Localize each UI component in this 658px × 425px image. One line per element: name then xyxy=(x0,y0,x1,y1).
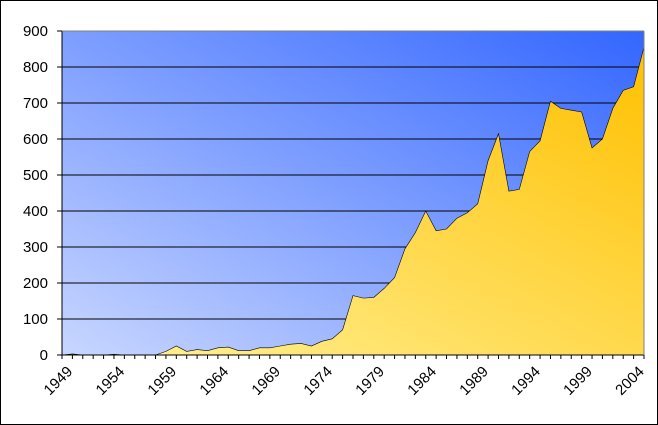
y-tick-label: 400 xyxy=(23,203,48,220)
y-axis-tick-labels: 0 100 200 300 400 500 600 700 800 900 xyxy=(23,23,62,364)
series-area xyxy=(61,47,645,356)
data-point-2003 xyxy=(622,89,624,91)
y-tick-label: 0 xyxy=(40,347,48,364)
x-tick-label: 1994 xyxy=(508,363,544,399)
data-point-1964 xyxy=(217,347,219,349)
data-point-2002 xyxy=(612,107,614,109)
y-tick-label: 900 xyxy=(23,23,48,40)
data-point-1994 xyxy=(528,150,530,152)
data-point-1959 xyxy=(165,350,167,352)
y-tick-label: 700 xyxy=(23,95,48,112)
data-point-1979 xyxy=(373,296,375,298)
data-point-1975 xyxy=(331,338,333,340)
y-tick-label: 100 xyxy=(23,311,48,328)
data-point-1991 xyxy=(497,132,499,134)
x-tick-label: 1949 xyxy=(41,363,77,399)
data-point-1962 xyxy=(196,348,198,350)
x-tick-label: 1959 xyxy=(144,363,180,399)
y-tick-label: 500 xyxy=(23,167,48,184)
data-point-1992 xyxy=(508,190,510,192)
data-point-1982 xyxy=(404,248,406,250)
x-tick-label: 1969 xyxy=(248,363,284,399)
data-point-1967 xyxy=(248,349,250,351)
data-point-1960 xyxy=(175,345,177,347)
data-point-1977 xyxy=(352,294,354,296)
data-point-2000 xyxy=(591,147,593,149)
data-point-1961 xyxy=(186,350,188,352)
data-point-1983 xyxy=(414,231,416,233)
x-tick-label: 2004 xyxy=(612,363,648,399)
x-axis-tick-labels: 1949 1954 1959 1964 1969 1974 1979 1984 1989 1994… xyxy=(41,363,648,399)
data-point-1965 xyxy=(227,346,229,348)
x-tick-label: 1984 xyxy=(404,363,440,399)
y-tick-label: 200 xyxy=(23,275,48,292)
axes xyxy=(61,30,645,359)
data-point-1989 xyxy=(477,203,479,205)
data-point-1970 xyxy=(279,345,281,347)
data-point-1968 xyxy=(258,347,260,349)
data-point-1966 xyxy=(237,349,239,351)
data-point-1998 xyxy=(570,109,572,111)
data-point-1984 xyxy=(425,210,427,212)
data-point-2004 xyxy=(632,86,634,88)
data-point-1986 xyxy=(445,228,447,230)
data-point-1963 xyxy=(206,349,208,351)
series-area-path xyxy=(61,47,645,356)
x-tick-label: 1999 xyxy=(560,363,596,399)
data-point-1980 xyxy=(383,287,385,289)
x-tick-label: 1989 xyxy=(456,363,492,399)
data-point-1978 xyxy=(362,297,364,299)
data-point-1996 xyxy=(549,100,551,102)
x-tick-label: 1964 xyxy=(196,363,232,399)
x-tick-label: 1974 xyxy=(300,363,336,399)
data-point-1987 xyxy=(456,217,458,219)
data-point-1972 xyxy=(300,342,302,344)
data-point-1976 xyxy=(341,329,343,331)
data-point-1990 xyxy=(487,159,489,161)
data-point-1999 xyxy=(580,111,582,113)
y-tick-label: 300 xyxy=(23,239,48,256)
data-point-2001 xyxy=(601,138,603,140)
x-tick-label: 1954 xyxy=(93,363,129,399)
data-point-1997 xyxy=(560,107,562,109)
data-point-1988 xyxy=(466,212,468,214)
data-point-1981 xyxy=(393,276,395,278)
x-tick-label: 1979 xyxy=(352,363,388,399)
data-point-1971 xyxy=(289,343,291,345)
data-point-1985 xyxy=(435,230,437,232)
data-point-1974 xyxy=(321,340,323,342)
y-tick-label: 800 xyxy=(23,59,48,76)
y-tick-label: 600 xyxy=(23,131,48,148)
data-point-1995 xyxy=(539,140,541,142)
data-point-1969 xyxy=(269,347,271,349)
data-point-1993 xyxy=(518,188,520,190)
data-point-1973 xyxy=(310,345,312,347)
